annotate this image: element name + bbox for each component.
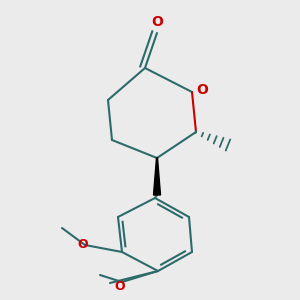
Text: O: O <box>78 238 88 250</box>
Text: O: O <box>196 83 208 97</box>
Polygon shape <box>154 158 160 195</box>
Text: O: O <box>115 280 125 293</box>
Text: O: O <box>151 15 163 29</box>
